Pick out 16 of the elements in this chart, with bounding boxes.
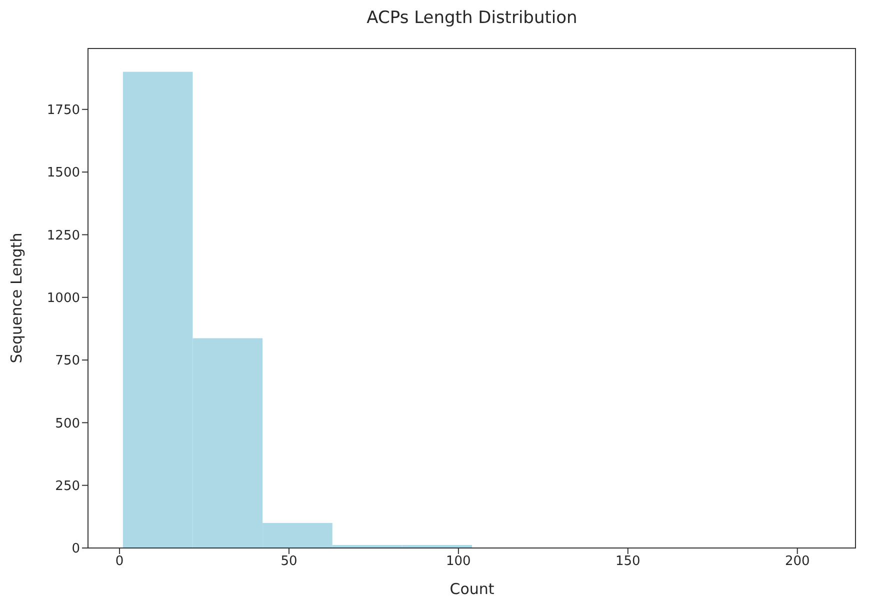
y-tick-label: 1000 bbox=[46, 290, 80, 306]
y-tick-label: 250 bbox=[55, 478, 80, 494]
y-axis-title: Sequence Length bbox=[7, 232, 26, 364]
x-tick-label: 50 bbox=[280, 554, 298, 570]
y-tick-label: 750 bbox=[55, 354, 80, 369]
y-tick-label: 1250 bbox=[46, 228, 80, 244]
y-tick-label: 0 bbox=[72, 542, 80, 557]
x-axis-title: Count bbox=[450, 580, 494, 598]
x-tick-label: 100 bbox=[446, 554, 471, 570]
chart-title: ACPs Length Distribution bbox=[366, 8, 578, 30]
y-tick-label: 1750 bbox=[46, 103, 80, 118]
x-tick-label: 200 bbox=[784, 554, 810, 570]
y-tick-label: 500 bbox=[55, 416, 80, 432]
y-tick-label: 1500 bbox=[46, 166, 80, 181]
x-tick-label: 0 bbox=[115, 554, 124, 570]
x-tick-label: 150 bbox=[615, 554, 640, 570]
